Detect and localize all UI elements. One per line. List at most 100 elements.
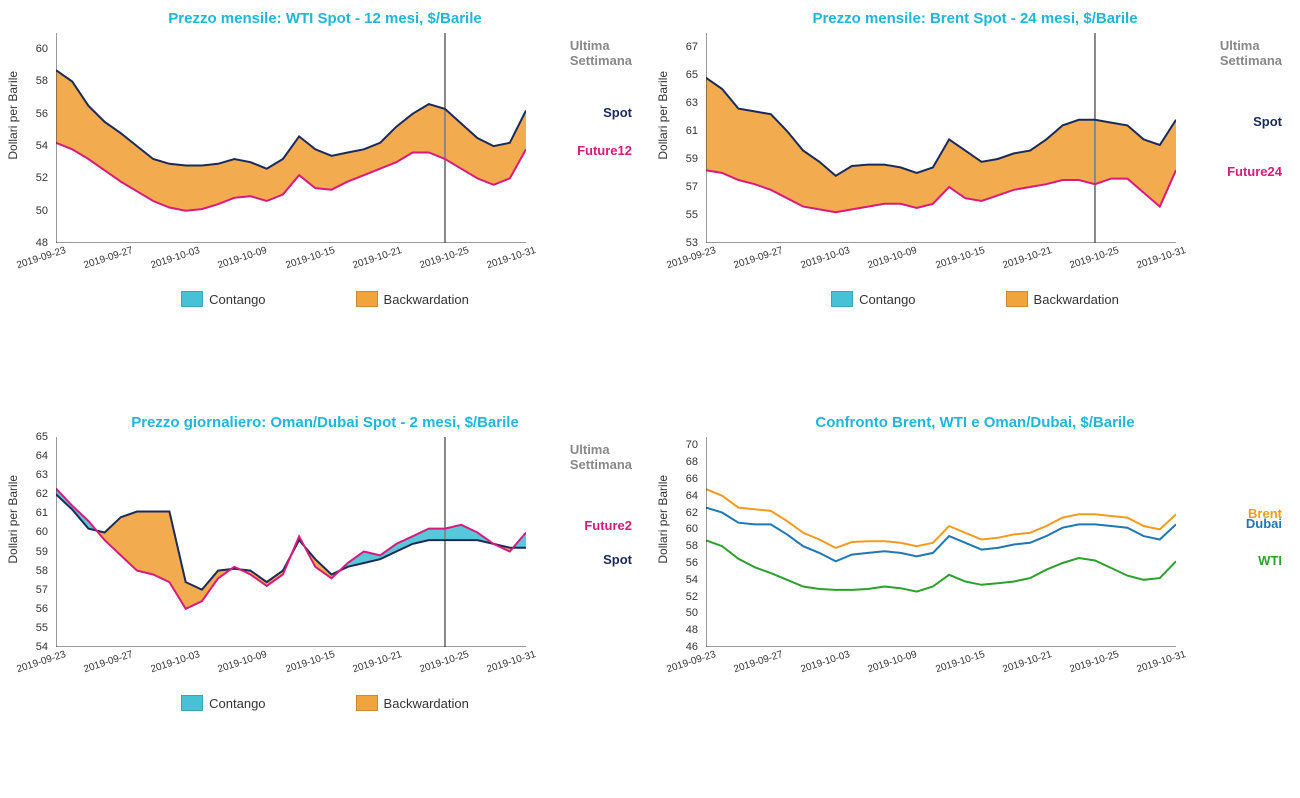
ytick: 70 <box>686 439 698 451</box>
ytick: 56 <box>36 108 48 120</box>
ytick: 52 <box>36 172 48 184</box>
xtick: 2019-10-25 <box>400 649 470 681</box>
yticks: 545556575859606162636465 <box>10 437 52 647</box>
xtick: 2019-09-27 <box>65 649 135 681</box>
ytick: 58 <box>686 540 698 552</box>
ytick: 57 <box>686 181 698 193</box>
ytick: 64 <box>686 490 698 502</box>
xticks: 2019-09-232019-09-272019-10-032019-10-09… <box>706 647 1176 693</box>
xtick: 2019-10-31 <box>1117 649 1187 681</box>
ytick: 62 <box>36 488 48 500</box>
ytick: 55 <box>686 209 698 221</box>
oman-plot <box>56 437 526 647</box>
ytick: 48 <box>36 237 48 249</box>
legend-contango: Contango <box>831 291 915 307</box>
compare-plot <box>706 437 1176 647</box>
ytick: 57 <box>36 584 48 596</box>
ytick: 52 <box>686 591 698 603</box>
xtick: 2019-10-31 <box>467 649 537 681</box>
yticks: 48505254565860 <box>10 33 52 243</box>
ytick: 66 <box>686 473 698 485</box>
xtick: 2019-10-03 <box>132 245 202 277</box>
ytick: 54 <box>36 641 48 653</box>
xtick: 2019-10-21 <box>333 245 403 277</box>
spot-label: Spot <box>603 552 632 567</box>
ytick: 54 <box>36 140 48 152</box>
xtick: 2019-10-21 <box>333 649 403 681</box>
xtick: 2019-10-15 <box>266 245 336 277</box>
wti-plot <box>56 33 526 243</box>
ytick: 50 <box>36 205 48 217</box>
xtick: 2019-10-31 <box>1117 245 1187 277</box>
xtick: 2019-09-23 <box>0 245 67 277</box>
ytick: 68 <box>686 456 698 468</box>
xtick: 2019-10-25 <box>1050 245 1120 277</box>
xtick: 2019-10-25 <box>1050 649 1120 681</box>
xtick: 2019-10-09 <box>199 245 269 277</box>
ytick: 58 <box>36 565 48 577</box>
ytick: 61 <box>686 125 698 137</box>
ultima-label: UltimaSettimana <box>1220 39 1282 69</box>
xtick: 2019-10-15 <box>916 649 986 681</box>
ultima-label: UltimaSettimana <box>570 443 632 473</box>
legend-contango: Contango <box>181 291 265 307</box>
oman-panel: Prezzo giornaliero: Oman/Dubai Spot - 2 … <box>10 414 640 788</box>
ytick: 64 <box>36 450 48 462</box>
ytick: 58 <box>36 75 48 87</box>
ytick: 60 <box>36 43 48 55</box>
xtick: 2019-10-03 <box>782 245 852 277</box>
future-label: Future24 <box>1227 164 1282 179</box>
xticks: 2019-09-232019-09-272019-10-032019-10-09… <box>56 243 526 289</box>
xtick: 2019-10-21 <box>983 649 1053 681</box>
future-label: Future12 <box>577 143 632 158</box>
chart-title: Confronto Brent, WTI e Oman/Dubai, $/Bar… <box>660 414 1290 431</box>
legend-contango: Contango <box>181 695 265 711</box>
xtick: 2019-09-27 <box>715 245 785 277</box>
ytick: 61 <box>36 507 48 519</box>
chart-title: Prezzo giornaliero: Oman/Dubai Spot - 2 … <box>10 414 640 431</box>
xtick: 2019-10-03 <box>132 649 202 681</box>
legend-backwardation: Backwardation <box>356 291 469 307</box>
xtick: 2019-10-09 <box>849 649 919 681</box>
yticks: 5355575961636567 <box>660 33 702 243</box>
legend: Contango Backwardation <box>660 291 1290 307</box>
ytick: 48 <box>686 624 698 636</box>
xtick: 2019-09-23 <box>647 649 717 681</box>
xtick: 2019-10-25 <box>400 245 470 277</box>
ytick: 55 <box>36 622 48 634</box>
brent-panel: Prezzo mensile: Brent Spot - 24 mesi, $/… <box>660 10 1290 384</box>
ytick: 56 <box>686 557 698 569</box>
ytick: 59 <box>686 153 698 165</box>
ultima-label: UltimaSettimana <box>570 39 632 69</box>
ytick: 67 <box>686 41 698 53</box>
xtick: 2019-10-21 <box>983 245 1053 277</box>
ytick: 50 <box>686 607 698 619</box>
xticks: 2019-09-232019-09-272019-10-032019-10-09… <box>56 647 526 693</box>
legend: Contango Backwardation <box>10 291 640 307</box>
series-label-wti: WTI <box>1258 553 1282 568</box>
xtick: 2019-09-23 <box>647 245 717 277</box>
future-label: Future2 <box>584 518 632 533</box>
xtick: 2019-10-03 <box>782 649 852 681</box>
xtick: 2019-09-27 <box>715 649 785 681</box>
ytick: 60 <box>36 526 48 538</box>
chart-title: Prezzo mensile: WTI Spot - 12 mesi, $/Ba… <box>10 10 640 27</box>
ytick: 56 <box>36 603 48 615</box>
ytick: 53 <box>686 237 698 249</box>
xtick: 2019-10-15 <box>266 649 336 681</box>
ytick: 62 <box>686 507 698 519</box>
wti-panel: Prezzo mensile: WTI Spot - 12 mesi, $/Ba… <box>10 10 640 384</box>
xtick: 2019-10-09 <box>199 649 269 681</box>
xtick: 2019-10-09 <box>849 245 919 277</box>
ytick: 63 <box>36 469 48 481</box>
legend: Contango Backwardation <box>10 695 640 711</box>
compare-panel: Confronto Brent, WTI e Oman/Dubai, $/Bar… <box>660 414 1290 788</box>
series-label-dubai: Dubai <box>1246 516 1282 531</box>
spot-label: Spot <box>603 105 632 120</box>
xtick: 2019-09-23 <box>0 649 67 681</box>
ytick: 60 <box>686 523 698 535</box>
ytick: 46 <box>686 641 698 653</box>
legend-backwardation: Backwardation <box>356 695 469 711</box>
xtick: 2019-10-15 <box>916 245 986 277</box>
legend-backwardation: Backwardation <box>1006 291 1119 307</box>
